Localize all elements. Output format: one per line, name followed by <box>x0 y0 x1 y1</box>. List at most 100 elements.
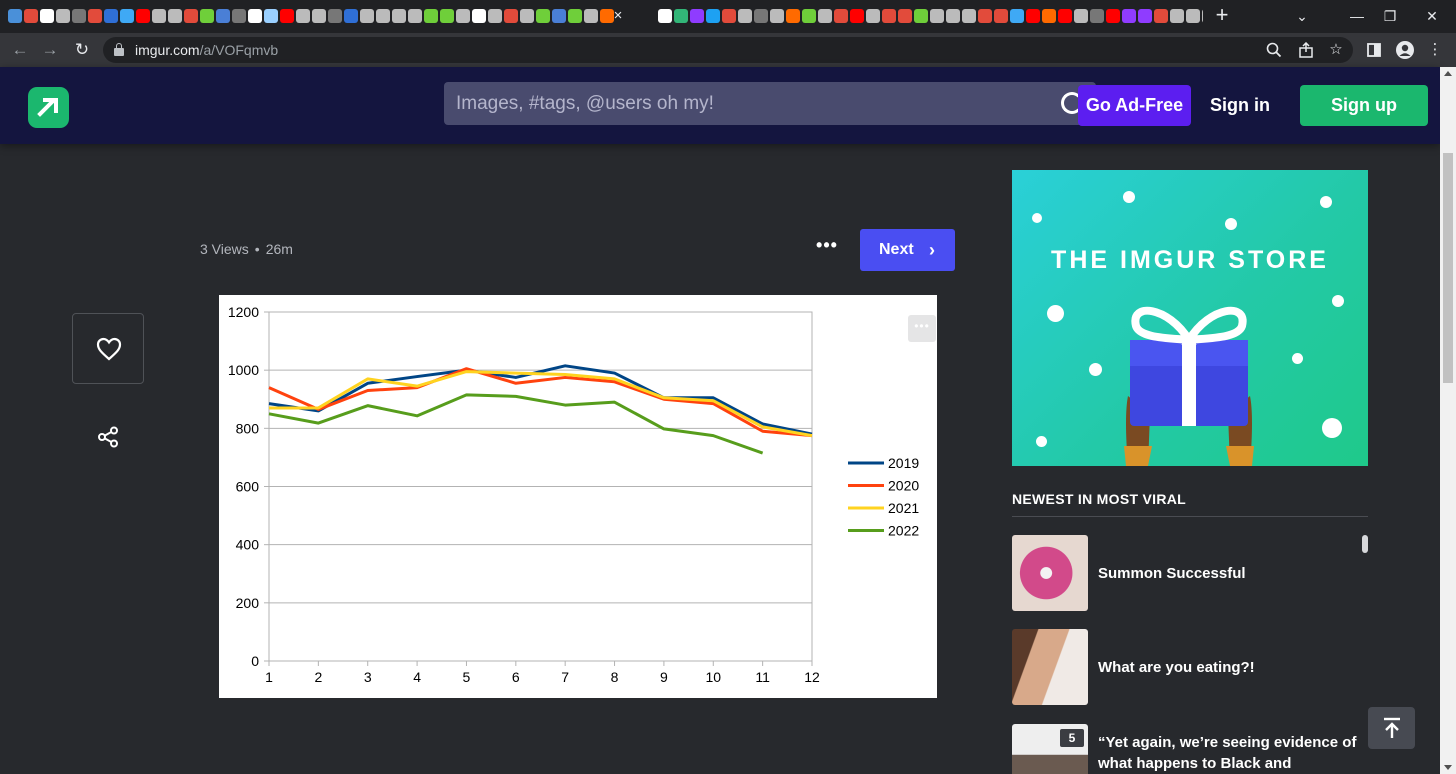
url-text[interactable]: imgur.com/a/VOFqmvb <box>135 42 279 58</box>
profile-avatar-icon[interactable] <box>1393 38 1417 62</box>
tab-favicon-icon[interactable] <box>722 9 736 23</box>
forward-icon[interactable]: → <box>41 40 59 59</box>
tab-favicon-icon[interactable] <box>552 9 566 23</box>
tab-favicon-icon[interactable] <box>994 9 1008 23</box>
tab-favicon-icon[interactable] <box>1202 9 1203 23</box>
next-post-button[interactable]: Next › <box>860 229 955 271</box>
tab-favicon-icon[interactable] <box>786 9 800 23</box>
tab-favicon-icon[interactable] <box>488 9 502 23</box>
back-icon[interactable]: ← <box>11 40 29 59</box>
tab-favicon-icon[interactable] <box>930 9 944 23</box>
share-button[interactable] <box>96 425 120 449</box>
go-ad-free-button[interactable]: Go Ad-Free <box>1078 85 1191 126</box>
post-options-button[interactable]: ••• <box>816 235 838 255</box>
tab-favicon-icon[interactable] <box>770 9 784 23</box>
tab-favicon-icon[interactable] <box>56 9 70 23</box>
tab-favicon-icon[interactable] <box>818 9 832 23</box>
tab-favicon-icon[interactable] <box>344 9 358 23</box>
share-page-icon[interactable] <box>1294 38 1318 62</box>
tab-favicon-icon[interactable] <box>232 9 246 23</box>
new-tab-button[interactable]: + <box>1215 2 1229 27</box>
tab-favicon-icon[interactable] <box>802 9 816 23</box>
search-icon[interactable] <box>1061 92 1083 114</box>
search-input[interactable] <box>444 82 1064 125</box>
tab-favicon-icon[interactable] <box>296 9 310 23</box>
tab-favicon-icon[interactable] <box>1042 9 1056 23</box>
tab-favicon-icon[interactable] <box>1122 9 1136 23</box>
tab-favicon-icon[interactable] <box>690 9 704 23</box>
image-options-button[interactable]: ••• <box>908 315 936 342</box>
tab-favicon-icon[interactable] <box>850 9 864 23</box>
side-panel-icon[interactable] <box>1362 38 1386 62</box>
tab-favicon-icon[interactable] <box>392 9 406 23</box>
address-bar[interactable]: imgur.com/a/VOFqmvb <box>103 37 1353 63</box>
tab-favicon-icon[interactable] <box>536 9 550 23</box>
tab-favicon-icon[interactable] <box>8 9 22 23</box>
tab-favicon-icon[interactable] <box>1058 9 1072 23</box>
tab-favicon-icon[interactable] <box>1154 9 1168 23</box>
tab-favicon-icon[interactable] <box>136 9 150 23</box>
tab-favicon-icon[interactable] <box>882 9 896 23</box>
post-thumbnail[interactable] <box>1012 535 1088 611</box>
tab-favicon-icon[interactable] <box>658 9 672 23</box>
tab-favicon-icon[interactable] <box>1090 9 1104 23</box>
tab-favicon-icon[interactable] <box>1138 9 1152 23</box>
sign-up-button[interactable]: Sign up <box>1300 85 1428 126</box>
tab-favicon-icon[interactable] <box>40 9 54 23</box>
tab-favicon-icon[interactable] <box>834 9 848 23</box>
viral-post-item[interactable]: 5 “Yet again, we’re seeing evidence of w… <box>1012 724 1368 774</box>
tab-favicon-icon[interactable] <box>754 9 768 23</box>
tab-favicon-icon[interactable] <box>738 9 752 23</box>
close-window-icon[interactable]: ✕ <box>1426 8 1438 24</box>
tab-favicons[interactable] <box>8 7 1203 25</box>
tab-search-icon[interactable]: ⌄ <box>1296 8 1308 24</box>
favorite-button[interactable] <box>72 313 144 384</box>
tab-favicon-icon[interactable] <box>328 9 342 23</box>
tab-favicon-icon[interactable] <box>978 9 992 23</box>
minimize-window-icon[interactable]: — <box>1350 8 1364 24</box>
tab-favicon-icon[interactable] <box>168 9 182 23</box>
tab-favicon-icon[interactable] <box>120 9 134 23</box>
zoom-icon[interactable] <box>1262 38 1286 62</box>
post-thumbnail[interactable] <box>1012 629 1088 705</box>
tab-favicon-icon[interactable] <box>376 9 390 23</box>
tab-favicon-icon[interactable] <box>440 9 454 23</box>
tab-favicon-icon[interactable] <box>1170 9 1184 23</box>
tab-favicon-icon[interactable] <box>88 9 102 23</box>
tab-favicon-icon[interactable] <box>264 9 278 23</box>
close-tab-icon[interactable]: × <box>613 7 623 24</box>
back-to-top-button[interactable] <box>1368 707 1415 749</box>
tab-favicon-icon[interactable] <box>216 9 230 23</box>
scrollbar-thumb[interactable] <box>1443 153 1453 383</box>
tab-favicon-icon[interactable] <box>504 9 518 23</box>
tab-favicon-icon[interactable] <box>72 9 86 23</box>
tab-favicon-icon[interactable] <box>1010 9 1024 23</box>
tab-favicon-icon[interactable] <box>472 9 486 23</box>
tab-favicon-icon[interactable] <box>408 9 422 23</box>
viral-post-title[interactable]: Summon Successful <box>1098 565 1246 582</box>
tab-favicon-icon[interactable] <box>312 9 326 23</box>
restore-window-icon[interactable]: ❐ <box>1383 8 1397 24</box>
viral-post-item[interactable]: Summon Successful <box>1012 535 1368 611</box>
tab-favicon-icon[interactable] <box>1026 9 1040 23</box>
tab-favicon-icon[interactable] <box>946 9 960 23</box>
viral-post-title[interactable]: “Yet again, we’re seeing evidence of wha… <box>1098 734 1357 772</box>
tab-favicon-icon[interactable] <box>674 9 688 23</box>
tab-favicon-icon[interactable] <box>200 9 214 23</box>
tab-favicon-icon[interactable] <box>24 9 38 23</box>
tab-favicon-icon[interactable] <box>280 9 294 23</box>
scroll-down-icon[interactable] <box>1444 765 1452 770</box>
browser-menu-icon[interactable]: ⋮ <box>1427 41 1443 58</box>
tab-favicon-icon[interactable] <box>1074 9 1088 23</box>
tab-favicon-icon[interactable] <box>962 9 976 23</box>
tab-favicon-icon[interactable] <box>520 9 534 23</box>
reload-icon[interactable]: ↻ <box>74 40 90 59</box>
viral-post-title[interactable]: What are you eating?! <box>1098 659 1255 676</box>
post-image[interactable]: 0 200 400 600 800 1000 1200 1 2 3 4 5 6 7 8 9 10 11 12 2019… <box>219 295 937 698</box>
tab-favicon-icon[interactable] <box>1106 9 1120 23</box>
lock-icon[interactable] <box>114 43 124 56</box>
post-thumbnail[interactable]: 5 <box>1012 724 1088 774</box>
page-scrollbar[interactable] <box>1440 67 1456 774</box>
tab-favicon-icon[interactable] <box>914 9 928 23</box>
tab-favicon-icon[interactable] <box>104 9 118 23</box>
